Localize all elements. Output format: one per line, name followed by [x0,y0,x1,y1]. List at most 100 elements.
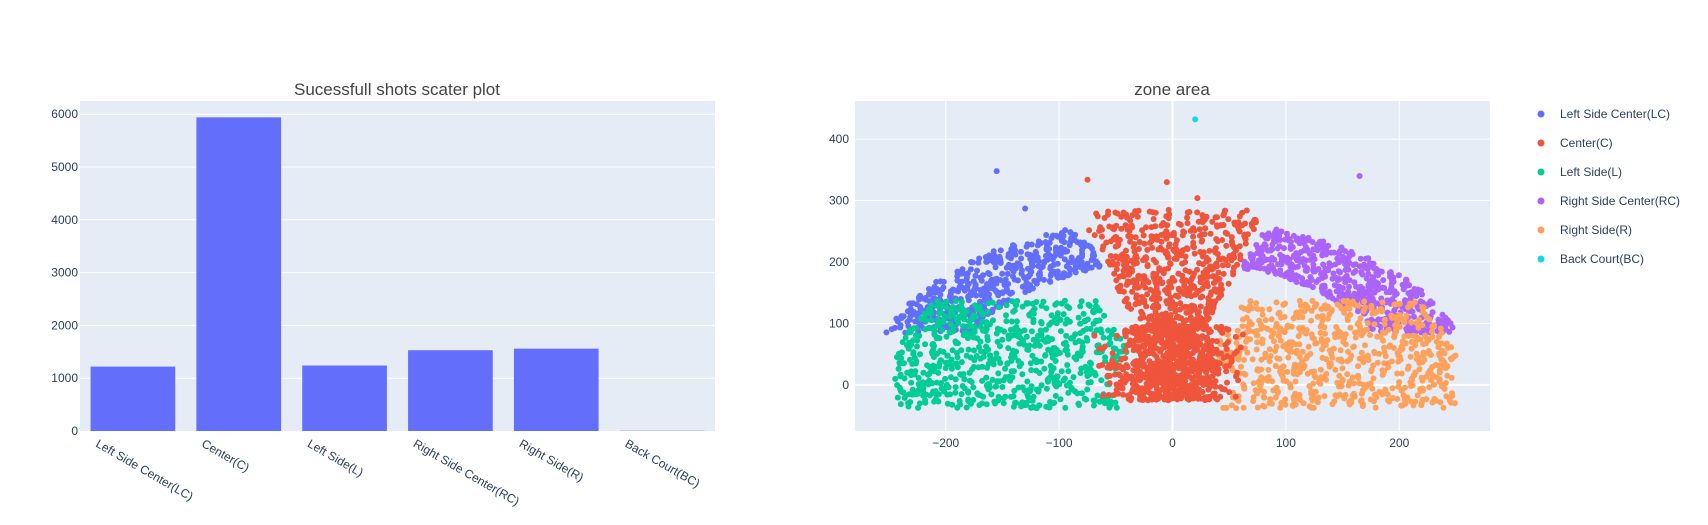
scatter-point [972,302,978,309]
scatter-point [1379,367,1386,374]
scatter-point [1296,396,1303,403]
scatter-point [1327,360,1334,367]
scatter-point [1243,314,1250,321]
scatter-point [1228,234,1235,241]
scatter-point [1155,290,1162,297]
scatter-point [1030,316,1037,323]
scatter-point [1106,361,1113,368]
scatter-point [1222,229,1229,236]
scatter-point [1420,304,1427,311]
bar-chart: 0 1000 2000 3000 4000 5000 6000 Left Side Cent… [51,80,715,509]
scatter-point [961,287,968,294]
scatter-point [1321,393,1328,400]
scatter-point [1365,270,1372,277]
scatter-point [949,401,956,408]
scatter-point [1363,326,1370,333]
scatter-point [1177,221,1184,228]
scatter-point [1167,305,1174,312]
scatter-point [1135,246,1142,252]
scatter-point [895,365,902,372]
scatter-point [1042,326,1049,333]
scatter-point [1105,327,1112,334]
scatter-point [1381,349,1388,356]
scatter-point [1161,325,1167,332]
legend-item-label[interactable]: Center(C) [1560,136,1613,150]
scatter-point [1123,211,1130,218]
scatter-point [1263,235,1270,242]
scatter-point [991,276,997,283]
scatter-point [1070,374,1077,381]
scatter-point [1252,387,1259,394]
scatter-point [1111,236,1118,243]
scatter-point [1281,301,1288,308]
legend-item-label[interactable]: Right Side(R) [1560,223,1632,237]
scatter-point [1082,318,1089,325]
scatter-point [1287,263,1294,270]
scatter-point [1102,400,1108,407]
scatter-point [1054,260,1061,267]
scatter-y-tick-label: 100 [829,316,849,330]
scatter-point [1185,360,1192,367]
scatter-point [922,341,929,348]
scatter-point [909,300,916,307]
scatter-point [1035,271,1042,278]
scatter-point [1366,298,1373,304]
legend-marker[interactable] [1537,139,1545,147]
scatter-point [1041,365,1048,372]
scatter-point [1340,285,1346,292]
legend-item-label[interactable]: Left Side(L) [1560,165,1622,179]
scatter-point [1247,251,1254,258]
legend-marker[interactable] [1537,168,1545,176]
scatter-point [1139,310,1146,317]
scatter-point [1429,328,1435,335]
scatter-point [1381,321,1388,327]
scatter-point [1197,294,1204,301]
scatter-point [1419,291,1425,298]
scatter-point [1209,218,1216,225]
scatter-point [898,315,905,322]
scatter-point [1372,280,1379,287]
scatter-point [1195,377,1202,384]
scatter-point [1281,255,1288,262]
scatter-point [933,396,939,402]
scatter-point [1038,319,1045,325]
scatter-point [940,319,947,326]
scatter-point [1310,246,1317,253]
scatter-point [1341,309,1348,316]
scatter-point [1096,263,1103,270]
legend-item-label[interactable]: Right Side Center(RC) [1560,194,1680,208]
legend-marker[interactable] [1537,255,1545,263]
scatter-point [1309,297,1316,304]
scatter-point [1315,394,1322,401]
scatter-y-tick-label: 300 [829,194,849,208]
legend-marker[interactable] [1537,197,1545,205]
scatter-point [1171,255,1178,262]
scatter-point [1411,313,1417,320]
scatter-point [897,371,904,378]
scatter-point [999,336,1006,343]
scatter-point [1055,274,1062,281]
scatter-point [1176,363,1183,370]
scatter-point [1157,244,1164,251]
scatter-point [959,383,966,389]
scatter-point [915,375,922,381]
legend-item-label[interactable]: Back Court(BC) [1560,252,1644,266]
scatter-point [1268,333,1275,340]
scatter-point [1374,359,1381,366]
legend-item-label[interactable]: Left Side Center(LC) [1560,107,1670,121]
scatter-point [1127,217,1134,224]
scatter-point [1390,345,1397,351]
scatter-point [1364,352,1371,359]
legend-marker[interactable] [1537,226,1545,234]
scatter-point [1093,258,1099,265]
scatter-point [1013,265,1019,272]
scatter-point [1443,340,1450,347]
scatter-point [1037,327,1044,334]
legend-marker[interactable] [1537,110,1545,118]
scatter-point [1438,317,1445,324]
scatter-point [1235,377,1242,384]
scatter-point [1210,305,1217,312]
scatter-point [1313,301,1320,308]
scatter-point [1370,275,1377,282]
scatter-point [1028,310,1035,317]
